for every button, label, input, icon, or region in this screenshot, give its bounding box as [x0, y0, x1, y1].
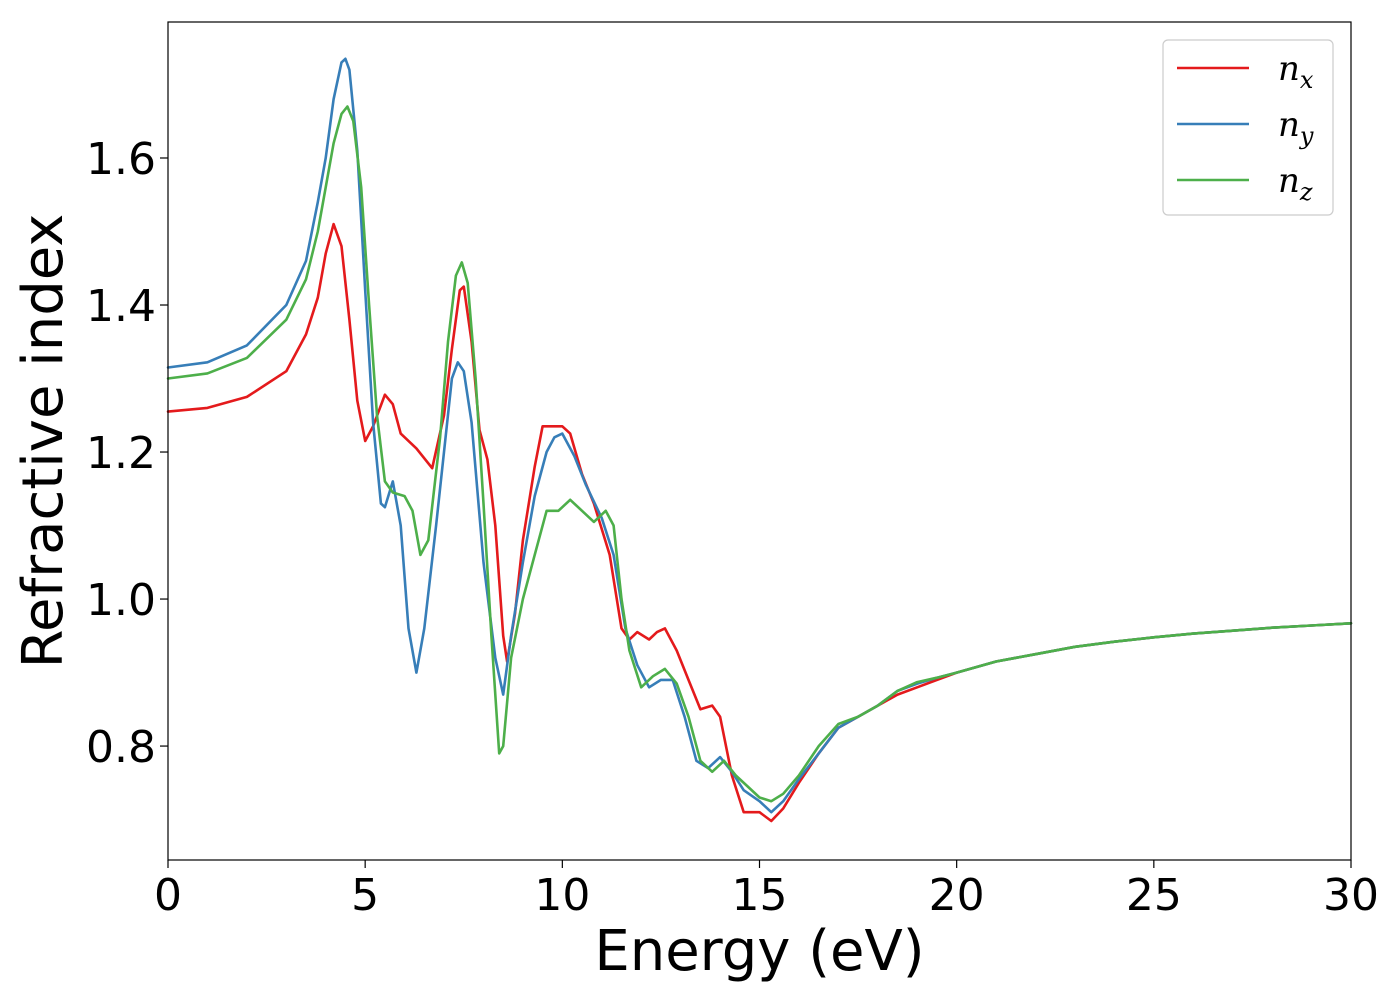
- x-tick-label: 30: [1323, 870, 1379, 921]
- x-tick-label: 10: [534, 870, 590, 921]
- x-tick-label: 25: [1126, 870, 1182, 921]
- legend-box: [1162, 39, 1334, 216]
- x-tick-label: 5: [351, 870, 379, 921]
- legend-label-nz: nz: [1278, 161, 1313, 206]
- x-axis-ticks: 0 5 10 15 20 25 30: [154, 860, 1379, 921]
- y-axis-ticks: 0.8 1.0 1.2 1.4 1.6: [86, 134, 168, 773]
- y-axis-title: Refractive index: [11, 214, 76, 669]
- series-line-ny: [166, 57, 1353, 814]
- legend-label-ny: ny: [1278, 105, 1314, 150]
- y-tick-label: 1.0: [86, 575, 156, 626]
- legend-label-nx: nx: [1278, 49, 1314, 94]
- x-tick-label: 20: [929, 870, 985, 921]
- y-tick-label: 1.4: [86, 281, 156, 332]
- x-tick-label: 0: [154, 870, 182, 921]
- y-tick-label: 1.2: [86, 428, 156, 479]
- y-tick-label: 1.6: [86, 134, 156, 185]
- legend: nx ny nz: [1162, 39, 1334, 216]
- series-line-nz: [166, 105, 1353, 803]
- series-line-nx: [166, 222, 1353, 823]
- y-tick-label: 0.8: [86, 722, 156, 773]
- x-tick-label: 15: [732, 870, 788, 921]
- plot-lines: [166, 57, 1353, 823]
- x-axis-title: Energy (eV): [594, 919, 924, 984]
